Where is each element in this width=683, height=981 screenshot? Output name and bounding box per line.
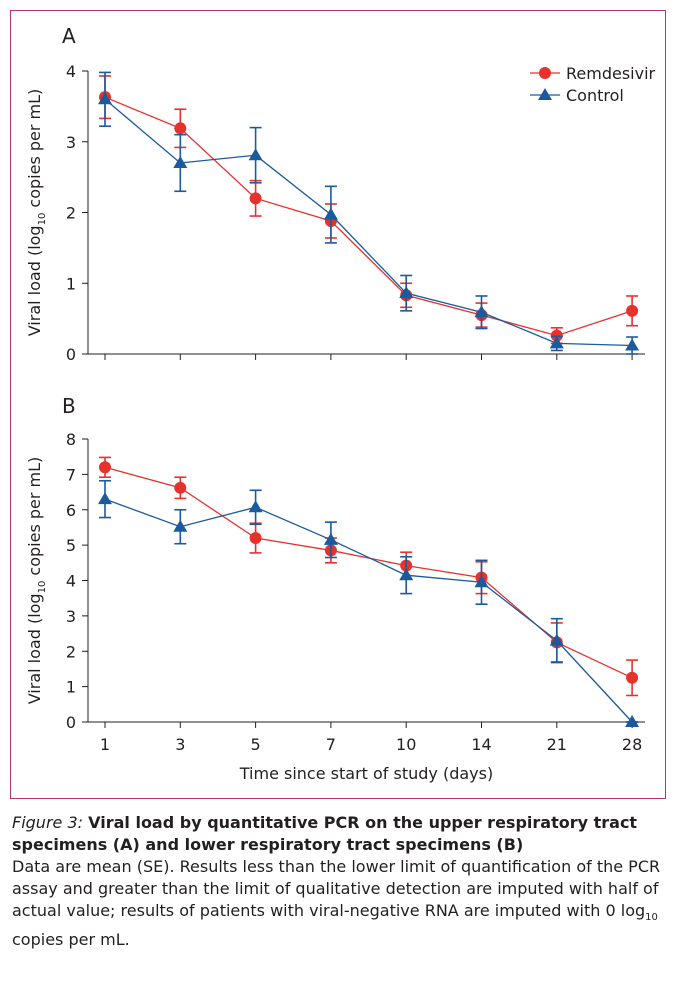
marker <box>249 532 262 545</box>
marker <box>249 192 262 205</box>
marker <box>99 461 111 474</box>
y-tick-label: 3 <box>66 133 76 152</box>
marker <box>174 481 187 494</box>
x-tick-label: 21 <box>547 735 567 754</box>
marker <box>474 575 489 588</box>
x-tick-label: 1 <box>100 735 110 754</box>
x-tick-label: 5 <box>251 735 261 754</box>
y-axis-title-part: copies per mL) <box>25 457 44 581</box>
marker <box>625 338 640 351</box>
y-tick-label: 3 <box>66 607 76 626</box>
marker <box>539 67 551 79</box>
y-axis-title-part: 10 <box>37 581 48 594</box>
marker <box>399 286 414 299</box>
marker <box>626 671 639 684</box>
y-tick-label: 6 <box>66 501 76 520</box>
y-tick-label: 0 <box>66 345 76 364</box>
y-axis-title: Viral load (log10 copies per mL) <box>25 89 48 337</box>
marker <box>323 207 338 220</box>
marker <box>549 633 564 646</box>
marker <box>248 148 263 161</box>
marker <box>98 492 112 505</box>
y-tick-label: 1 <box>66 678 76 697</box>
series-line <box>104 498 633 723</box>
x-tick-label: 3 <box>175 735 185 754</box>
x-axis-title: Time since start of study (days) <box>239 764 493 783</box>
x-tick-label: 28 <box>622 735 642 754</box>
marker <box>549 336 564 349</box>
series-line <box>104 98 633 347</box>
marker <box>174 122 187 135</box>
y-axis-title-part: copies per mL) <box>25 89 44 213</box>
legend-label: Remdesivir <box>566 64 656 83</box>
y-tick-label: 4 <box>66 572 76 591</box>
marker <box>474 305 489 318</box>
y-tick-label: 2 <box>66 204 76 223</box>
panel-label: B <box>62 394 76 418</box>
marker <box>625 715 640 727</box>
marker <box>626 304 639 317</box>
x-tick-label: 10 <box>396 735 416 754</box>
caption-body: Data are mean (SE). Results less than th… <box>12 856 672 951</box>
caption-text: copies per mL. <box>12 930 130 950</box>
marker <box>538 88 552 100</box>
y-axis-title-part: 10 <box>37 213 48 226</box>
panel-label: A <box>62 24 76 48</box>
legend-label: Control <box>566 86 624 105</box>
caption-heading: Figure 3: Viral load by quantitative PCR… <box>12 812 672 856</box>
y-tick-label: 4 <box>66 62 76 81</box>
y-axis-title: Viral load (log10 copies per mL) <box>25 457 48 705</box>
y-tick-label: 7 <box>66 465 76 484</box>
frame <box>10 10 666 799</box>
y-axis-title-part: Viral load (log <box>25 593 44 704</box>
y-tick-label: 1 <box>66 274 76 293</box>
caption-title: Viral load by quantitative PCR on the up… <box>12 813 638 854</box>
x-tick-label: 14 <box>471 735 491 754</box>
caption-sub: 10 <box>645 912 658 924</box>
caption-text: Data are mean (SE). Results less than th… <box>12 857 661 920</box>
series-line <box>104 96 633 337</box>
caption: Figure 3: Viral load by quantitative PCR… <box>12 812 672 951</box>
marker <box>173 519 188 532</box>
y-axis-title-part: Viral load (log <box>25 225 44 336</box>
marker <box>248 500 263 513</box>
marker <box>399 568 414 581</box>
marker <box>323 532 338 545</box>
y-tick-label: 5 <box>66 536 76 555</box>
y-tick-label: 0 <box>66 713 76 732</box>
y-tick-label: 2 <box>66 642 76 661</box>
x-tick-label: 7 <box>326 735 336 754</box>
y-tick-label: 8 <box>66 430 76 449</box>
marker <box>98 92 112 105</box>
figure-label: Figure 3: <box>12 813 84 832</box>
marker <box>173 155 188 168</box>
